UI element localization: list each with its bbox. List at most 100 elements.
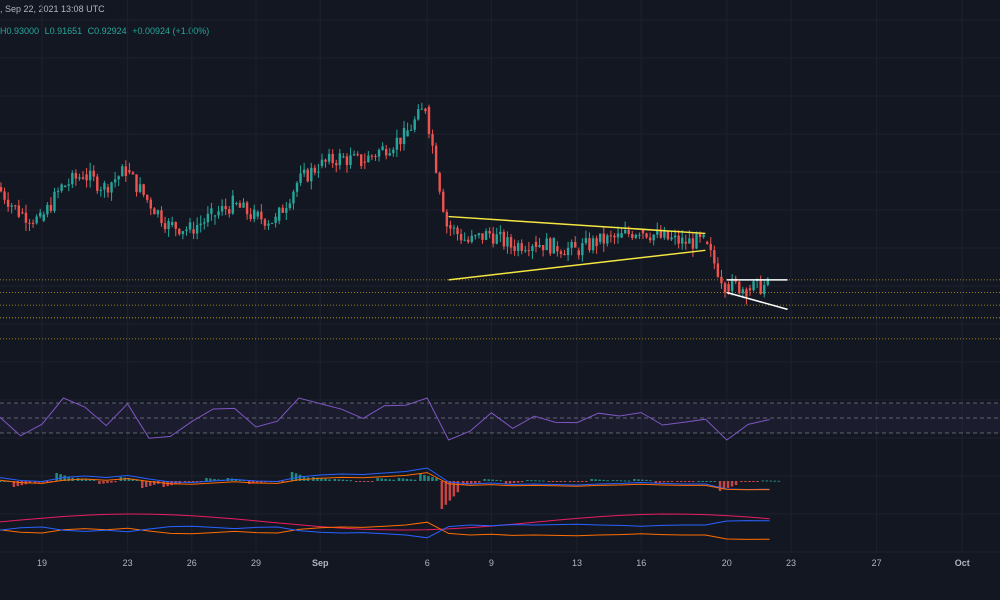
macd-histogram-bar [384,478,387,481]
candle-down [467,239,470,242]
x-tick-label: 16 [636,558,646,568]
candle-up [663,231,666,238]
macd-histogram-bar [718,481,722,491]
macd-histogram-bar [773,480,777,482]
candle-up [320,159,324,166]
macd-histogram-bar [363,481,366,482]
candle-up [188,222,192,230]
candle-up [56,190,60,192]
candle-up [681,237,684,244]
candle-down [360,154,363,167]
candle-down [245,202,249,215]
candle-down [509,237,513,248]
macd-histogram-bar [594,479,597,481]
macd-histogram-bar [573,481,576,482]
candle-down [556,246,559,252]
macd-histogram-bar [380,478,383,481]
candle-up [210,208,213,214]
macd-histogram-bar [761,480,765,482]
macd-histogram-bar [427,476,430,481]
macd-histogram-bar [419,474,422,481]
macd-histogram-bar [46,481,49,483]
candle-down [527,250,531,252]
macd-histogram-bar [512,481,516,484]
candle-down [738,281,741,294]
macd-pane [0,467,781,509]
macd-histogram-bar [478,481,481,483]
macd-histogram-bar [611,480,615,481]
candle-down [6,199,10,207]
candle-down [74,173,78,179]
macd-histogram-bar [174,481,177,485]
macd-histogram-bar [3,481,6,482]
candle-up [78,177,81,179]
macd-histogram-bar [633,479,636,481]
candle-down [331,153,334,164]
macd-histogram-bar [670,481,674,482]
change-value: +0.00924 (+1.00%) [132,26,210,36]
candle-down [709,243,712,251]
candle-down [502,231,506,247]
minus-di-line [0,520,770,539]
candle-up [46,204,49,215]
macd-histogram-bar [114,481,117,483]
macd-histogram-bar [495,479,498,481]
candle-up [285,208,288,213]
candle-down [163,223,167,230]
macd-histogram-bar [577,481,580,482]
candle-up [730,278,734,292]
macd-histogram-bar [92,479,96,481]
macd-histogram-bar [559,481,563,482]
candle-up [402,128,406,145]
candle-up [606,235,609,244]
candle-down [723,283,727,293]
x-tick-label: Oct [955,558,970,568]
candle-down [313,167,317,173]
candle-up [213,215,217,217]
candle-down [434,145,438,173]
candle-down [85,174,88,181]
macd-histogram-bar [12,481,16,487]
candle-up [688,238,691,244]
candle-up [545,238,548,251]
candle-down [549,238,552,254]
macd-histogram-bar [55,473,58,481]
candle-down [459,234,463,241]
high-value: H0.93000 [0,26,40,36]
candle-up [71,173,74,185]
candle-up [499,231,502,235]
macd-histogram-bar [637,479,640,481]
candle-up [623,229,627,234]
macd-histogram-bar [131,478,135,481]
macd-histogram-bar [191,481,195,482]
candle-up [121,166,124,177]
macd-histogram-bar [516,481,520,483]
candle-up [349,155,352,165]
candle-down [438,172,441,192]
macd-histogram-bar [183,481,187,482]
macd-histogram-bar [149,481,152,486]
candle-up [616,233,620,238]
candle-down [745,289,748,297]
candle-down [21,212,24,214]
macd-histogram-bar [409,479,413,481]
candle-down [238,203,242,208]
macd-histogram-bar [34,481,37,483]
candle-up [253,209,256,219]
candle-up [763,284,766,294]
macd-histogram-bar [701,481,704,482]
candle-down [442,191,445,212]
macd-histogram-bar [0,481,2,482]
macd-histogram-bar [333,479,337,481]
candle-up [695,233,698,249]
candle-down [427,106,431,135]
macd-histogram-bar [320,478,323,481]
candle-up [138,184,142,192]
macd-histogram-bar [752,481,755,482]
candle-up [484,231,488,240]
candle-up [67,184,70,186]
candle-down [648,237,652,241]
candle-down [759,279,762,294]
candle-down [324,159,327,162]
